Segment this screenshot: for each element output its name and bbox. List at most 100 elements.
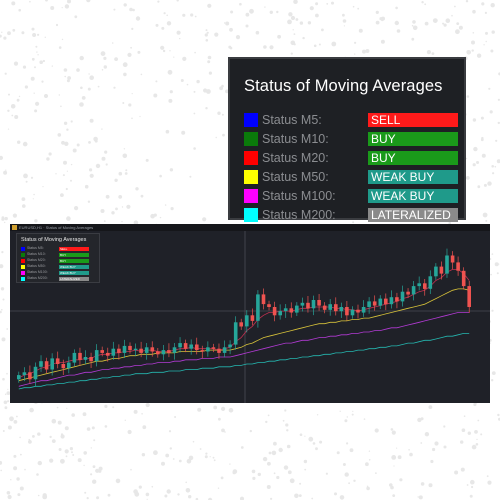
- speckle-dot: [476, 161, 478, 163]
- candle-bullish: [83, 357, 88, 360]
- speckle-dot: [358, 28, 363, 33]
- speckle-dot: [90, 447, 93, 449]
- speckle-dot: [39, 60, 43, 64]
- speckle-dot: [113, 86, 116, 89]
- candle-bullish: [189, 344, 193, 349]
- speckle-dot: [424, 3, 427, 6]
- speckle-dot: [76, 143, 80, 147]
- speckle-dot: [196, 79, 200, 84]
- speckle-dot: [299, 433, 303, 437]
- speckle-dot: [486, 475, 489, 478]
- speckle-dot: [366, 486, 370, 491]
- mini-swatch: [21, 259, 25, 263]
- speckle-dot: [424, 21, 429, 26]
- speckle-dot: [64, 141, 69, 146]
- speckle-dot: [188, 462, 190, 464]
- speckle-dot: [12, 28, 16, 32]
- speckle-dot: [133, 489, 138, 494]
- speckle-dot: [485, 40, 487, 43]
- speckle-dot: [380, 18, 384, 22]
- candle-bullish: [417, 283, 421, 287]
- speckle-dot: [482, 212, 488, 218]
- speckle-dot: [66, 79, 70, 83]
- speckle-dot: [162, 49, 166, 53]
- speckle-dot: [63, 68, 68, 72]
- speckle-dot: [42, 59, 46, 63]
- speckle-dot: [67, 0, 71, 4]
- speckle-dot: [428, 405, 433, 409]
- speckle-dot: [4, 72, 7, 75]
- speckle-dot: [155, 23, 159, 27]
- speckle-dot: [346, 416, 348, 418]
- speckle-dot: [336, 451, 340, 455]
- speckle-dot: [497, 121, 500, 125]
- speckle-dot: [14, 115, 19, 119]
- ma-mid-line: [18, 288, 470, 382]
- speckle-dot: [19, 436, 21, 439]
- speckle-dot: [13, 61, 19, 66]
- speckle-dot: [466, 50, 470, 54]
- speckle-dot: [7, 425, 12, 430]
- speckle-dot: [30, 176, 34, 179]
- speckle-dot: [1, 217, 5, 221]
- candle-bullish: [245, 315, 249, 327]
- speckle-dot: [375, 10, 379, 14]
- speckle-dot: [485, 31, 488, 35]
- speckle-dot: [481, 2, 485, 6]
- speckle-dot: [278, 447, 283, 453]
- speckle-dot: [126, 204, 131, 209]
- speckle-dot: [125, 169, 128, 172]
- speckle-dot: [467, 431, 471, 435]
- speckle-dot: [390, 428, 394, 431]
- speckle-dot: [339, 410, 341, 412]
- speckle-dot: [205, 29, 208, 32]
- speckle-dot: [168, 430, 172, 433]
- speckle-dot: [33, 92, 35, 94]
- speckle-dot: [318, 43, 321, 46]
- mini-label: Status M20:: [27, 258, 46, 262]
- speckle-dot: [476, 53, 482, 58]
- candle-bearish: [289, 308, 294, 313]
- speckle-dot: [21, 31, 25, 35]
- speckle-dot: [166, 14, 168, 17]
- speckle-dot: [61, 7, 63, 9]
- speckle-dot: [344, 419, 348, 423]
- speckle-dot: [105, 194, 110, 199]
- speckle-dot: [11, 114, 14, 117]
- speckle-dot: [22, 141, 28, 147]
- speckle-dot: [24, 468, 26, 471]
- speckle-dot: [4, 393, 7, 396]
- speckle-dot: [103, 65, 108, 69]
- speckle-dot: [249, 8, 254, 14]
- speckle-dot: [455, 29, 460, 35]
- candle-bearish: [239, 322, 243, 327]
- speckle-dot: [303, 459, 308, 464]
- speckle-dot: [342, 19, 347, 23]
- candle-bearish: [306, 302, 310, 309]
- speckle-dot: [1, 337, 6, 342]
- candle-bearish: [450, 255, 455, 263]
- speckle-dot: [225, 21, 230, 26]
- speckle-dot: [331, 41, 337, 47]
- candle-bearish: [211, 347, 216, 349]
- mini-label: Status M200:: [27, 276, 48, 280]
- speckle-dot: [96, 496, 100, 500]
- candle-bullish: [295, 305, 299, 313]
- speckle-dot: [140, 194, 144, 198]
- speckle-dot: [35, 45, 38, 48]
- speckle-dot: [240, 446, 244, 449]
- speckle-dot: [204, 33, 208, 37]
- speckle-dot: [331, 1, 334, 5]
- speckle-dot: [153, 93, 158, 98]
- speckle-dot: [282, 419, 285, 422]
- speckle-dot: [6, 391, 11, 395]
- speckle-dot: [6, 491, 11, 495]
- candle-bullish: [161, 350, 166, 355]
- mini-label: Status M10:: [27, 252, 46, 256]
- speckle-dot: [420, 482, 425, 486]
- speckle-dot: [299, 482, 302, 485]
- speckle-dot: [105, 163, 108, 166]
- speckle-dot: [32, 198, 34, 200]
- speckle-dot: [466, 95, 470, 98]
- candle-bullish: [339, 307, 344, 312]
